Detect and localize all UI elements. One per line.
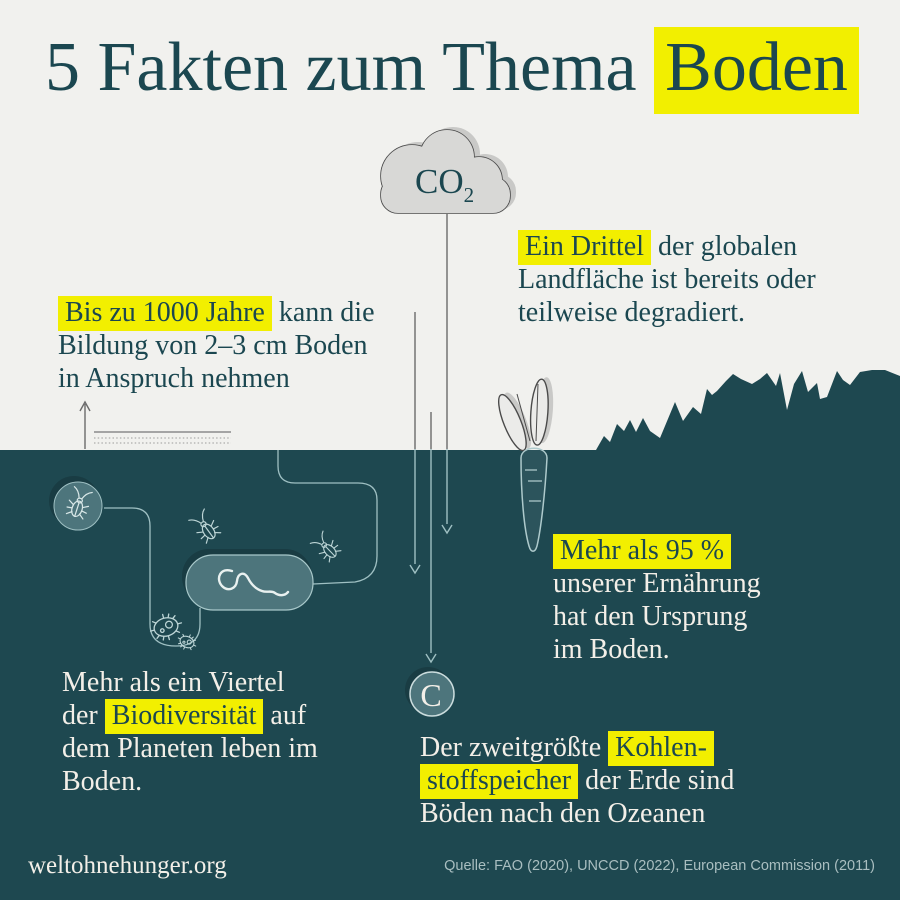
fact-text: der globalen Landfläche ist bereits oder… — [518, 231, 816, 328]
co2-flow-lines-below — [409, 449, 453, 664]
arrow-down-icon — [441, 524, 453, 535]
fact-highlight: stoffspeicher — [420, 764, 579, 799]
fact-soil-formation: Bis zu 1000 Jahre kann die Bildung von 2… — [58, 296, 408, 395]
fact-text: Der zweitgrößte — [420, 732, 609, 763]
fact-highlight: Kohlen- — [608, 731, 714, 766]
soil-surface — [0, 370, 900, 900]
fact-text: Mehr als ein Viertel der — [62, 667, 285, 731]
carrot-icon — [520, 447, 548, 552]
worm-icon — [217, 568, 290, 597]
soil-formation-measure — [79, 400, 231, 449]
soil-layer-lines — [94, 431, 231, 444]
fact-highlight: Bis zu 1000 Jahre — [58, 296, 272, 331]
page-title-text: 5 Fakten zum Thema — [45, 29, 655, 106]
fact-carbon-storage: Der zweitgrößte Kohlen-stoffspeicher der… — [420, 731, 800, 830]
page-title: 5 Fakten zum Thema Boden — [45, 27, 859, 114]
co2-flow-lines-above — [414, 214, 448, 449]
website-link[interactable]: weltohnehunger.org — [28, 852, 227, 879]
fact-land-degradation: Ein Drittel der globalen Landfläche ist … — [518, 230, 878, 329]
fact-text: kann die Bildung von 2–3 cm Boden in Ans… — [58, 297, 375, 394]
arrow-up-icon — [79, 400, 91, 412]
fact-text: unserer Ernährung hat den Ursprung im Bo… — [553, 568, 761, 665]
connector-line — [104, 450, 378, 647]
arrow-down-icon — [425, 653, 437, 664]
co2-label: CO2 — [415, 162, 474, 207]
fact-highlight: Ein Drittel — [518, 230, 651, 265]
fact-highlight: Biodiversität — [104, 699, 264, 734]
page-title-highlight: Boden — [654, 27, 859, 114]
fact-biodiversity: Mehr als ein Viertel der Biodiversität a… — [62, 666, 402, 798]
fact-text: auf dem Planeten leben im Boden. — [62, 700, 318, 797]
fact-text: der Erde sind Böden nach den Ozeanen — [420, 765, 735, 829]
carbon-label: C — [420, 677, 441, 713]
fact-highlight: Mehr als 95 % — [553, 534, 732, 569]
source-citation: Quelle: FAO (2020), UNCCD (2022), Europe… — [444, 858, 875, 874]
cloud-icon: CO2 — [380, 127, 516, 214]
arrow-down-icon — [409, 564, 421, 575]
carbon-circle — [409, 671, 455, 717]
fact-nutrition: Mehr als 95 % unserer Ernährung hat den U… — [553, 534, 873, 666]
carrot-leaves-icon — [497, 377, 554, 452]
